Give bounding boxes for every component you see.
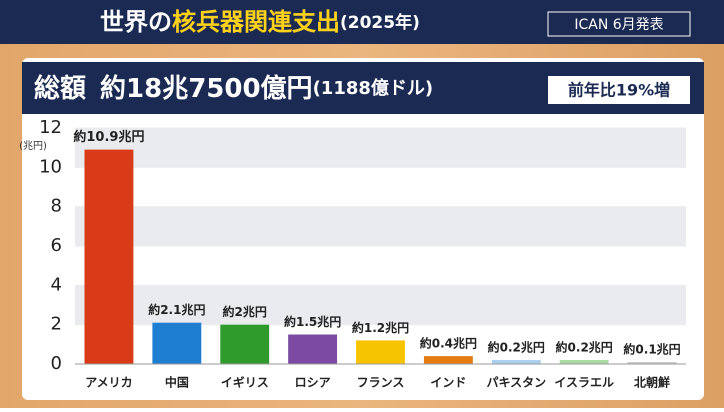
title-highlight: 核兵器関連支出 xyxy=(172,8,340,36)
bar xyxy=(84,149,134,364)
value-label: 約10.9兆円 xyxy=(73,129,144,145)
total: 総額 約18兆7500億円(1188億ドル) xyxy=(34,73,433,104)
y-tick-label: 2 xyxy=(51,314,62,335)
value-label: 約0.1兆円 xyxy=(623,342,680,357)
y-tick-label: 4 xyxy=(51,274,62,295)
y-tick-label: 6 xyxy=(51,235,62,256)
y-axis-label: (兆円) xyxy=(19,140,47,152)
value-label: 約1.5兆円 xyxy=(284,314,341,329)
bar xyxy=(491,360,541,364)
change: 前年比19%増 xyxy=(568,81,670,100)
x-tick-label: インド xyxy=(430,376,466,390)
x-tick-label: イギリス xyxy=(221,375,269,390)
grid-band xyxy=(75,206,686,246)
x-tick-label: 北朝鮮 xyxy=(634,375,670,390)
x-tick-label: ロシア xyxy=(295,376,331,390)
x-tick-label: イスラエル xyxy=(554,376,614,390)
total-usd: (1188億ドル) xyxy=(313,77,434,99)
total-amount: 約18兆7500億円 xyxy=(100,73,313,104)
y-tick-label: 12 xyxy=(39,117,62,138)
grid-band xyxy=(75,128,686,168)
grid-band xyxy=(75,285,686,325)
bar xyxy=(559,360,609,364)
bar xyxy=(152,322,202,364)
x-tick-label: アメリカ xyxy=(85,376,132,390)
value-label: 約0.4兆円 xyxy=(420,336,477,351)
y-tick-label: 8 xyxy=(51,196,62,217)
y-tick-label: 10 xyxy=(39,156,62,177)
total-label: 総額 xyxy=(34,73,86,104)
source: ICAN 6月発表 xyxy=(574,17,663,33)
title: 世界の核兵器関連支出(2025年) xyxy=(100,8,420,36)
value-label: 約2兆円 xyxy=(223,304,267,319)
x-tick-label: 中国 xyxy=(165,375,189,390)
value-label: 約0.2兆円 xyxy=(556,340,613,355)
value-label: 約1.2兆円 xyxy=(352,320,409,335)
title-prefix: 世界の xyxy=(100,8,172,36)
bar xyxy=(423,356,473,364)
y-tick-label: 0 xyxy=(51,353,62,374)
bar xyxy=(288,334,338,364)
source-box xyxy=(547,11,691,37)
title-suffix: (2025年) xyxy=(340,12,420,33)
value-label: 約0.2兆円 xyxy=(488,340,545,355)
change-box xyxy=(548,76,690,104)
x-tick-label: フランス xyxy=(357,376,405,390)
bar xyxy=(627,362,677,364)
x-tick-label: パキスタン xyxy=(486,376,546,390)
value-label: 約2.1兆円 xyxy=(148,302,205,317)
bar xyxy=(220,324,270,364)
bar xyxy=(356,340,405,364)
